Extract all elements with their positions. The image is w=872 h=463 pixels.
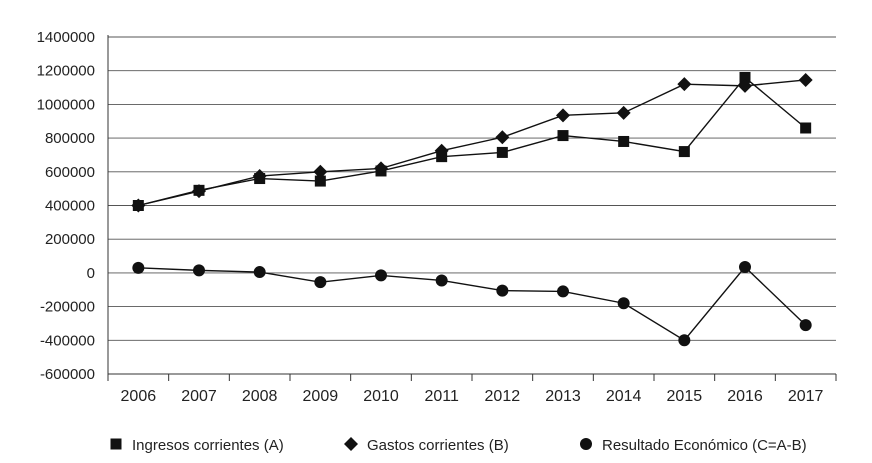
x-tick-label: 2015 <box>667 388 703 405</box>
data-point-circle <box>678 334 691 347</box>
data-point-circle <box>617 297 630 310</box>
x-tick-label: 2017 <box>788 388 824 405</box>
data-point-diamond <box>252 169 267 184</box>
data-point-circle <box>132 261 145 274</box>
data-point-diamond <box>556 108 570 123</box>
y-tick-label: 800000 <box>45 130 95 147</box>
y-tick-label: 1200000 <box>37 63 95 80</box>
legend-marker-square <box>110 438 122 450</box>
legend-marker-diamond <box>344 437 358 451</box>
data-point-circle <box>375 269 387 282</box>
legend-marker-circle <box>580 438 592 450</box>
data-point-diamond <box>677 77 692 92</box>
y-tick-label: 1400000 <box>37 29 95 46</box>
data-point-diamond <box>616 105 631 120</box>
x-tick-label: 2011 <box>424 388 459 405</box>
data-point-diamond <box>798 72 813 87</box>
y-tick-label: 1000000 <box>37 96 95 113</box>
x-tick-label: 2014 <box>606 388 642 405</box>
data-point-circle <box>435 274 448 287</box>
x-tick-label: 2009 <box>303 388 339 405</box>
data-point-diamond <box>738 78 752 93</box>
x-tick-label: 2013 <box>545 388 581 405</box>
x-tick-label: 2007 <box>181 388 217 405</box>
y-tick-label: 400000 <box>45 198 95 215</box>
data-point-square <box>557 130 569 142</box>
y-tick-label: 0 <box>87 265 95 282</box>
data-point-square <box>314 175 326 187</box>
series-line-2 <box>138 265 807 342</box>
data-point-diamond <box>434 143 449 158</box>
data-point-circle <box>496 284 509 297</box>
y-tick-label: -200000 <box>40 299 95 316</box>
data-point-diamond <box>131 198 146 213</box>
data-point-circle <box>739 261 751 274</box>
x-tick-label: 2016 <box>727 388 763 405</box>
data-point-diamond <box>374 161 388 176</box>
x-tick-label: 2010 <box>363 388 399 405</box>
data-point-diamond <box>495 130 510 145</box>
series-line-0 <box>138 76 807 207</box>
x-tick-label: 2012 <box>485 388 521 405</box>
series-line-1 <box>138 79 806 207</box>
data-point-square <box>739 71 751 83</box>
data-point-square <box>496 146 508 158</box>
data-point-diamond <box>313 164 328 179</box>
legend-label: Ingresos corrientes (A) <box>132 437 284 454</box>
x-tick-label: 2006 <box>121 388 157 405</box>
x-tick-label: 2008 <box>242 388 278 405</box>
data-point-circle <box>314 276 327 289</box>
data-point-circle <box>253 266 266 279</box>
legend-label: Gastos corrientes (B) <box>367 437 509 454</box>
data-point-square <box>678 146 690 158</box>
data-point-circle <box>193 264 205 277</box>
y-tick-label: 600000 <box>45 164 95 181</box>
data-point-diamond <box>192 184 206 199</box>
legend-label: Resultado Económico (C=A-B) <box>602 437 807 454</box>
data-point-square <box>800 122 812 134</box>
data-point-circle <box>557 285 569 298</box>
data-point-square <box>618 135 630 147</box>
data-point-circle <box>799 319 812 332</box>
y-tick-label: 200000 <box>45 231 95 248</box>
y-tick-label: -400000 <box>40 332 95 349</box>
y-tick-label: -600000 <box>40 366 95 383</box>
